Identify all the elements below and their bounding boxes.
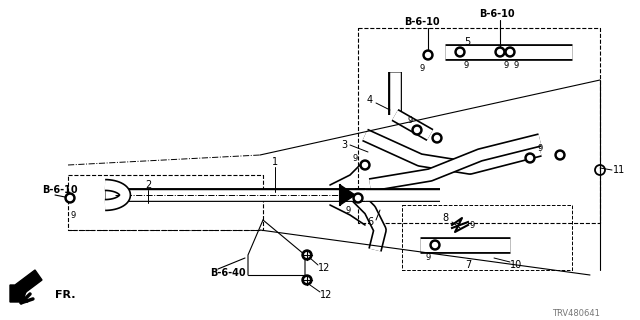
Circle shape (557, 153, 563, 157)
Circle shape (455, 47, 465, 57)
Text: 3: 3 (341, 140, 347, 150)
Text: 6: 6 (367, 217, 373, 227)
Polygon shape (340, 185, 355, 205)
Text: 5: 5 (464, 37, 470, 47)
Text: 9: 9 (463, 60, 468, 69)
Text: B-6-40: B-6-40 (210, 268, 246, 278)
Circle shape (415, 127, 419, 132)
Text: 9: 9 (353, 154, 358, 163)
Circle shape (423, 50, 433, 60)
Circle shape (497, 50, 502, 54)
Polygon shape (10, 270, 42, 302)
Bar (402, 205, 572, 270)
Text: 9: 9 (426, 253, 431, 262)
Text: B-6-10: B-6-10 (404, 17, 440, 27)
Circle shape (362, 163, 367, 167)
Text: 9: 9 (469, 220, 475, 229)
Text: 10: 10 (510, 260, 522, 270)
Circle shape (67, 196, 72, 201)
Circle shape (412, 125, 422, 135)
Text: 1: 1 (272, 157, 278, 167)
Circle shape (505, 47, 515, 57)
Circle shape (302, 250, 312, 260)
Text: 12: 12 (318, 263, 330, 273)
Circle shape (360, 160, 370, 170)
Circle shape (527, 156, 532, 161)
Text: 9: 9 (346, 205, 351, 214)
Bar (358, 28, 600, 223)
Circle shape (302, 275, 312, 285)
Text: 11: 11 (613, 165, 625, 175)
Text: B-6-10: B-6-10 (42, 185, 77, 195)
Circle shape (426, 52, 431, 58)
Circle shape (433, 243, 438, 247)
Text: 7: 7 (465, 260, 471, 270)
Circle shape (65, 193, 75, 203)
Text: 9: 9 (513, 60, 518, 69)
Circle shape (353, 193, 363, 203)
Text: TRV480641: TRV480641 (552, 308, 600, 317)
Text: 12: 12 (320, 290, 332, 300)
Circle shape (495, 47, 505, 57)
Circle shape (508, 50, 513, 54)
Circle shape (458, 50, 463, 54)
Circle shape (525, 153, 535, 163)
Text: 9: 9 (419, 63, 424, 73)
Text: 9: 9 (538, 143, 543, 153)
Text: FR.: FR. (55, 290, 76, 300)
Text: B-6-10: B-6-10 (479, 9, 515, 19)
Circle shape (305, 278, 309, 282)
Text: 8: 8 (442, 213, 448, 223)
Circle shape (305, 253, 309, 257)
Text: 2: 2 (145, 180, 151, 190)
Circle shape (432, 133, 442, 143)
Circle shape (555, 150, 565, 160)
Text: 9: 9 (70, 211, 76, 220)
Bar (68, 175, 263, 230)
Text: 9: 9 (408, 116, 413, 124)
Circle shape (355, 196, 360, 201)
Text: 9: 9 (504, 60, 509, 69)
Circle shape (430, 240, 440, 250)
Text: 4: 4 (367, 95, 373, 105)
Circle shape (435, 135, 440, 140)
